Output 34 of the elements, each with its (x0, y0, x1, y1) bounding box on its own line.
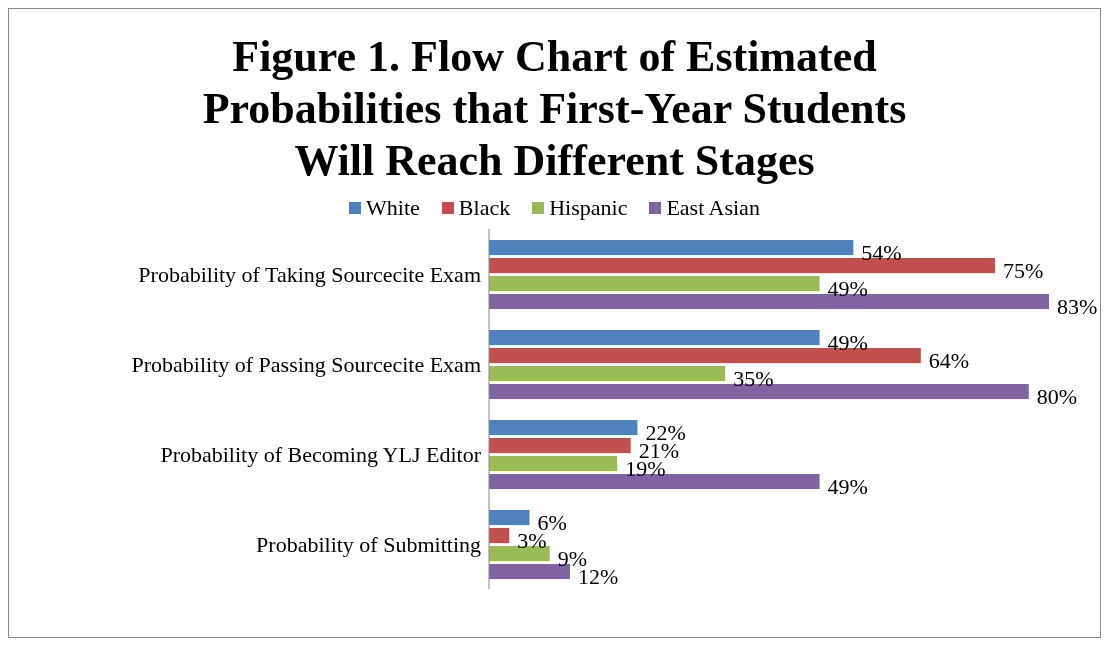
legend-label: White (366, 195, 420, 221)
legend-label: Hispanic (549, 195, 628, 221)
bar (489, 330, 820, 345)
bar (489, 384, 1029, 399)
bar (489, 294, 1049, 309)
bar (489, 348, 921, 363)
bar (489, 510, 530, 525)
data-label: 35% (733, 365, 774, 391)
bar (489, 528, 510, 543)
bar (489, 438, 631, 453)
bar (489, 564, 570, 579)
data-label: 75% (1003, 257, 1044, 283)
chart-title: Figure 1. Flow Chart of Estimated Probabilities that First-Year Students Will Reach Different Stages (201, 31, 908, 187)
legend-label: Black (458, 195, 511, 221)
bar (489, 546, 550, 561)
bar (489, 420, 638, 435)
bar (489, 276, 820, 291)
bar (489, 474, 820, 489)
y-tick-label: Probability of Passing Sourcecite Exam (131, 351, 481, 377)
data-label: 54% (861, 239, 902, 265)
bar (489, 366, 726, 381)
data-label: 83% (1057, 293, 1098, 319)
legend-label: East Asian (666, 195, 760, 221)
y-tick-label: Probability of Submitting (256, 531, 481, 557)
bar (489, 456, 618, 471)
y-tick-label: Probability of Taking Sourcecite Exam (138, 261, 481, 287)
bar (489, 258, 996, 273)
data-label: 64% (928, 347, 970, 373)
y-tick-label: Probability of Becoming YLJ Editor (160, 441, 482, 467)
data-label: 80% (1036, 383, 1078, 409)
data-label: 49% (827, 275, 868, 301)
data-label: 49% (827, 329, 868, 355)
bar (489, 240, 854, 255)
data-label: 49% (827, 473, 868, 499)
